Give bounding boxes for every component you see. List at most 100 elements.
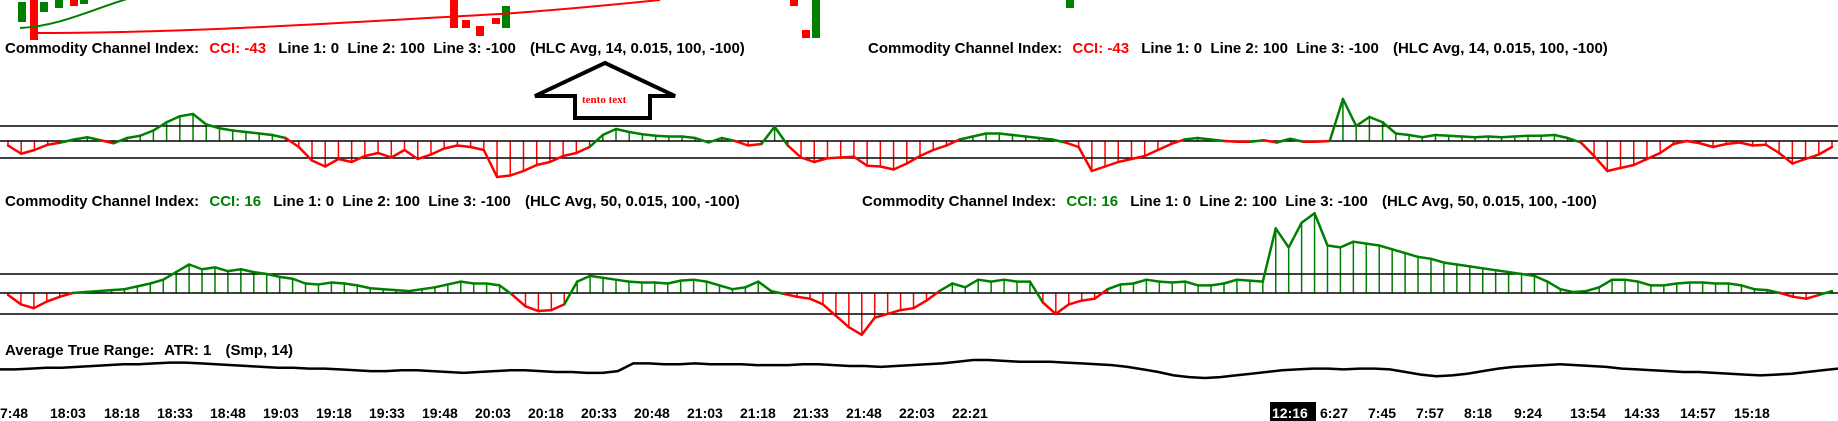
cci2-line-segment — [265, 272, 281, 279]
cci1-line-segment — [1169, 138, 1186, 146]
cci2-line-segment — [1209, 282, 1226, 287]
x-tick-label: 7:57 — [1416, 405, 1444, 421]
cci1-line-segment — [654, 134, 671, 138]
cci2-line-segment — [1442, 261, 1459, 266]
cci1-line-segment — [1434, 133, 1450, 137]
cci1-line-segment — [627, 130, 644, 136]
cci2-line-segment — [1248, 279, 1265, 283]
cci1-line-segment — [1645, 151, 1662, 161]
cci1-line-segment — [1209, 138, 1226, 143]
x-tick-label: 21:18 — [740, 405, 776, 421]
cci1-params-b: (HLC Avg, 14, 0.015, 100, -100) — [1393, 40, 1608, 57]
cci2-line-segment — [1533, 274, 1549, 283]
cci1-lines-a: Line 1: 0 Line 2: 100 Line 3: -100 — [278, 40, 516, 57]
cci2-line-segment — [976, 278, 993, 283]
annotation-arrow[interactable]: tento text — [534, 60, 676, 120]
cci2-line-segment — [627, 280, 644, 284]
cci2-line-segment — [1339, 240, 1355, 249]
x-tick-label: 19:03 — [263, 405, 299, 421]
cci2-lines-b: Line 1: 0 Line 2: 100 Line 3: -100 — [1130, 193, 1368, 210]
cci1-line-segment — [773, 125, 790, 147]
cci2-line-segment — [899, 306, 915, 312]
cci2-line-segment — [149, 278, 165, 285]
cci2-line-segment — [1326, 244, 1342, 249]
cci1-line-segment — [733, 139, 750, 147]
price-candle — [492, 18, 500, 24]
cci2-line-segment — [847, 325, 864, 337]
cci1-line-segment — [1421, 133, 1437, 139]
cci1-line-segment — [1539, 133, 1556, 137]
cci1-line-segment — [205, 123, 221, 130]
cci1-legend-a: Commodity Channel Index: CCI: -43 Line 1… — [5, 40, 745, 57]
cci2-line-segment — [744, 280, 760, 289]
cci2-line-segment — [1507, 270, 1523, 276]
cci1-line-segment — [1315, 139, 1331, 143]
cci2-line-segment — [1145, 278, 1161, 283]
cci1-line-segment — [1275, 137, 1292, 144]
cci2-line-segment — [1106, 283, 1122, 291]
cci2-line-segment — [1352, 240, 1368, 245]
x-tick-label: 19:48 — [422, 405, 458, 421]
cci1-line-segment — [1500, 135, 1517, 139]
cci2-line-segment — [1416, 255, 1433, 261]
cci1-line-segment — [337, 157, 353, 164]
x-tick-label: 20:18 — [528, 405, 564, 421]
cci2-line-segment — [575, 274, 592, 283]
cci1-line-segment — [1672, 139, 1688, 146]
x-tick-label: 12:16 — [1272, 405, 1308, 421]
cci1-line-segment — [1341, 97, 1358, 128]
cci2-line-segment — [368, 287, 385, 291]
cci1-line-segment — [548, 154, 565, 164]
cci2-line-segment — [407, 287, 424, 293]
cci1-line-segment — [125, 134, 142, 140]
cci1-line-segment — [826, 156, 842, 160]
cci1-line-segment — [575, 145, 591, 155]
cci1-line-segment — [746, 142, 763, 147]
cci1-line-segment — [310, 159, 327, 168]
cci1-line-segment — [218, 127, 234, 132]
x-tick-label: 20:03 — [475, 405, 511, 421]
cci1-line-segment — [403, 148, 419, 161]
cci1-line-segment — [46, 141, 63, 146]
cci1-line-segment — [1156, 142, 1173, 152]
cci1-line-segment — [786, 144, 803, 159]
cci1-line-segment — [456, 144, 472, 149]
cci2-label-b: Commodity Channel Index: — [862, 193, 1056, 210]
cci2-line-segment — [666, 279, 682, 285]
cci2-line-segment — [420, 286, 437, 291]
atr-params: (Smp, 14) — [226, 342, 294, 359]
cci1-line-segment — [1222, 139, 1239, 143]
cci1-line-segment — [1381, 121, 1398, 135]
cci2-line-segment — [653, 281, 669, 285]
price-candle — [55, 0, 63, 8]
cci2-line-segment — [381, 287, 398, 292]
cci1-line-segment — [376, 151, 393, 159]
cci2-line-segment — [550, 303, 566, 312]
cci1-value-b: CCI: -43 — [1072, 40, 1129, 57]
x-tick-label: 18:18 — [104, 405, 140, 421]
cci1-line-segment — [1249, 139, 1265, 143]
cci1-line-segment — [1394, 132, 1411, 137]
cci2-line-segment — [873, 312, 889, 319]
cci1-line-segment — [1117, 157, 1133, 164]
cci2-line-segment — [394, 288, 411, 293]
cci1-line-segment — [892, 162, 909, 171]
cci2-line-segment — [498, 284, 514, 297]
cci2-line-segment — [1274, 227, 1290, 249]
cci1-line-segment — [1764, 143, 1781, 155]
cci2-value-a: CCI: 16 — [209, 193, 261, 210]
cci2-line-segment — [718, 284, 734, 291]
cci2-line-segment — [278, 275, 294, 280]
cci2-line-segment — [989, 278, 1006, 283]
cci2-line-segment — [71, 290, 87, 295]
cci1-line-segment — [1791, 157, 1807, 165]
cci2-line-segment — [317, 281, 333, 286]
cci1-line-segment — [1460, 135, 1477, 139]
cci1-line-segment — [1103, 160, 1120, 168]
cci1-line-segment — [879, 165, 895, 171]
cci1-line-segment — [1804, 153, 1821, 161]
cci1-value-a: CCI: -43 — [209, 40, 266, 57]
cci1-line-segment — [852, 155, 869, 167]
cci1-line-segment — [1817, 145, 1834, 156]
x-tick-label: 18:48 — [210, 405, 246, 421]
